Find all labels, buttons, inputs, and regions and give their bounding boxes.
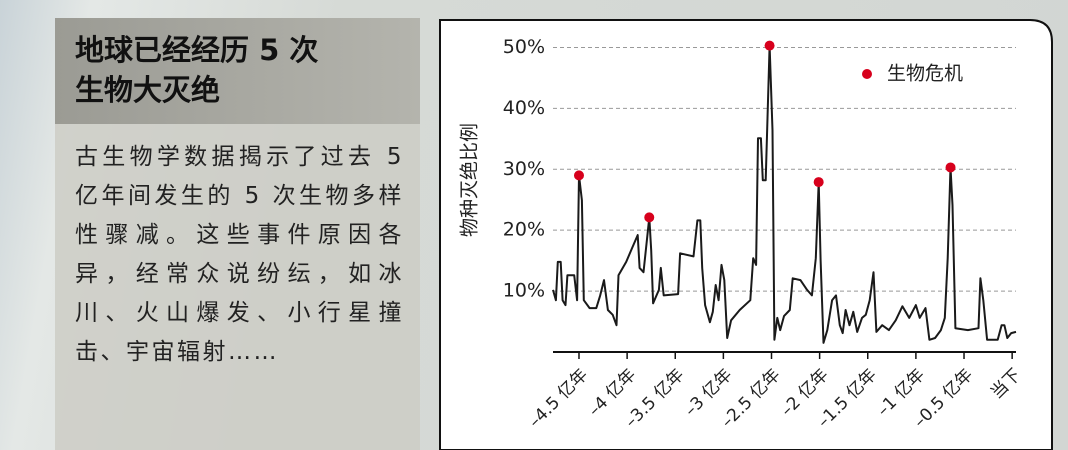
panel-body: 古生物学数据揭示了过去 5 亿年间发生的 5 次生物多样性骤减。这些事件原因各异… [55,124,420,450]
y-axis-label: 物种灭绝比例 [459,123,481,237]
panel-title: 地球已经经历 5 次 生物大灭绝 [55,18,420,124]
y-tick-label: 50% [503,36,545,58]
y-tick-label: 10% [503,280,545,302]
title-line: 生物大灭绝 [75,73,221,107]
crisis-point [764,40,775,51]
legend-label: 生物危机 [887,63,963,85]
y-tick-label: 40% [503,97,545,119]
crisis-point [573,170,584,181]
crisis-point [644,212,655,223]
legend-marker [862,69,872,79]
chart-frame [439,19,1053,450]
crisis-point [945,162,956,173]
y-tick-label: 20% [503,219,545,241]
extinction-line [552,44,1017,344]
y-tick-label: 30% [503,158,545,180]
crisis-point [813,177,824,188]
title-line: 地球已经经历 5 次 [75,33,319,67]
